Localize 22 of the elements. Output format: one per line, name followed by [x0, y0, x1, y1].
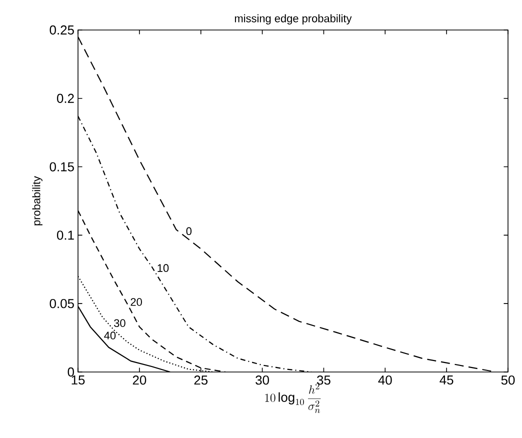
- series-label: 30: [114, 319, 126, 328]
- series-label: 0: [186, 227, 192, 236]
- y-tick-label: 0.15: [50, 162, 74, 172]
- x-tick-label: 50: [501, 376, 515, 385]
- y-tick-label: 0.1: [56, 230, 74, 240]
- x-tick-label: 30: [256, 376, 269, 385]
- x-tick-label: 45: [440, 376, 454, 385]
- x-tick-label: 35: [317, 376, 330, 385]
- y-tick-label: 0.2: [56, 94, 74, 103]
- x-tick-label: 40: [378, 376, 392, 385]
- x-tick-label: 20: [132, 376, 146, 385]
- x-axis-title: $10\log_{10}\frac{h^{2}}{\sigma_{n}^{2}}$: [265, 383, 321, 413]
- chart-title: missing edge probability: [234, 14, 352, 24]
- y-axis-title: probability: [32, 176, 42, 226]
- x-tick-label: 25: [194, 376, 208, 385]
- y-tick-label: 0: [68, 367, 74, 377]
- series-label: 20: [130, 298, 142, 306]
- series-label: 40: [104, 332, 116, 340]
- y-tick-label: 0.05: [50, 298, 74, 308]
- y-tick-label: 0.25: [50, 25, 74, 35]
- x-tick-label: 15: [72, 376, 85, 385]
- series-label: 10: [158, 264, 169, 272]
